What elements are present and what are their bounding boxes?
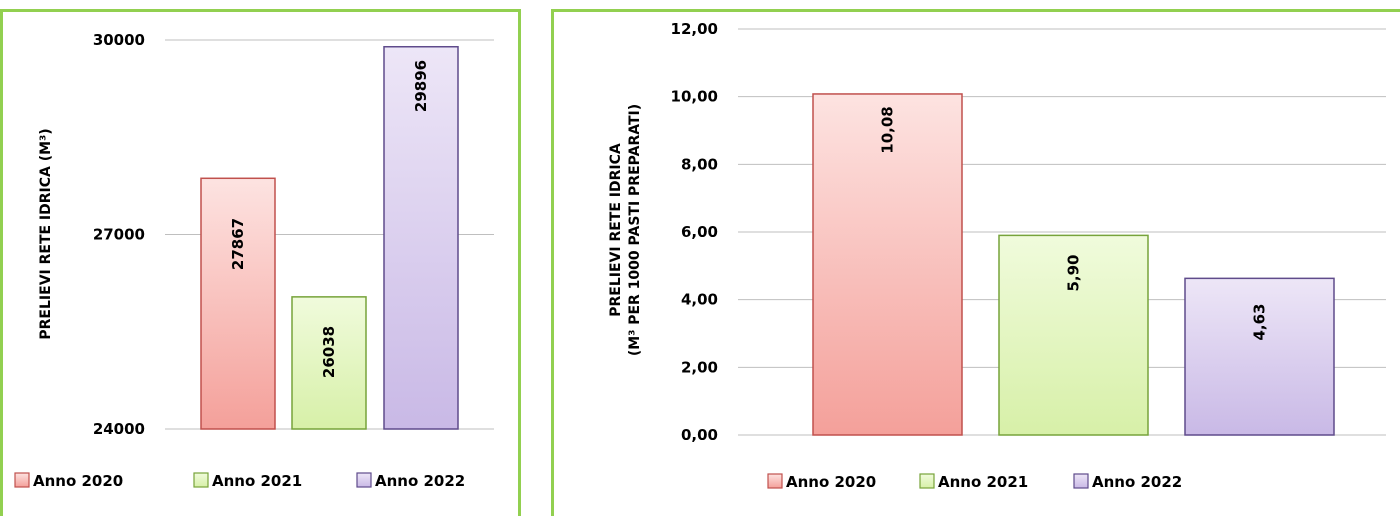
legend-label: Anno 2022 [375, 472, 465, 490]
y-axis-title: PRELIEVI RETE IDRICA (M³) [38, 128, 54, 339]
data-label: 26038 [320, 326, 338, 378]
y-tick-label: 0,00 [681, 426, 718, 444]
bar-anno-2022 [1184, 277, 1335, 436]
bar-anno-2021 [998, 234, 1149, 436]
y-tick-label: 10,00 [671, 88, 718, 106]
bar-anno-2022 [383, 45, 459, 430]
legend-label: Anno 2021 [938, 473, 1028, 491]
data-label: 27867 [229, 218, 247, 270]
bar-anno-2021 [291, 296, 367, 430]
y-tick-label: 2,00 [681, 358, 718, 376]
bar-anno-2020 [812, 93, 963, 436]
data-label: 10,08 [879, 106, 897, 153]
legend-swatch [767, 473, 783, 489]
y-tick-label: 4,00 [681, 291, 718, 309]
y-tick-label: 12,00 [671, 20, 718, 38]
legend-swatch [14, 472, 30, 488]
legend-label: Anno 2022 [1092, 473, 1182, 491]
legend-label: Anno 2021 [212, 472, 302, 490]
data-label: 29896 [412, 60, 430, 112]
y-tick-label: 6,00 [681, 223, 718, 241]
bar-anno-2020 [200, 177, 276, 430]
y-axis-title: PRELIEVI RETE IDRICA (M³ PER 1000 PASTI P… [608, 104, 643, 356]
y-tick-label: 24000 [93, 420, 145, 438]
y-tick-label: 27000 [93, 226, 145, 244]
legend-swatch [919, 473, 935, 489]
legend-swatch [1073, 473, 1089, 489]
data-label: 4,63 [1251, 303, 1269, 340]
y-tick-label: 8,00 [681, 155, 718, 173]
y-tick-label: 30000 [93, 31, 145, 49]
legend-label: Anno 2020 [33, 472, 123, 490]
data-label: 5,90 [1065, 254, 1083, 291]
legend-swatch [356, 472, 372, 488]
legend-label: Anno 2020 [786, 473, 876, 491]
legend-swatch [193, 472, 209, 488]
